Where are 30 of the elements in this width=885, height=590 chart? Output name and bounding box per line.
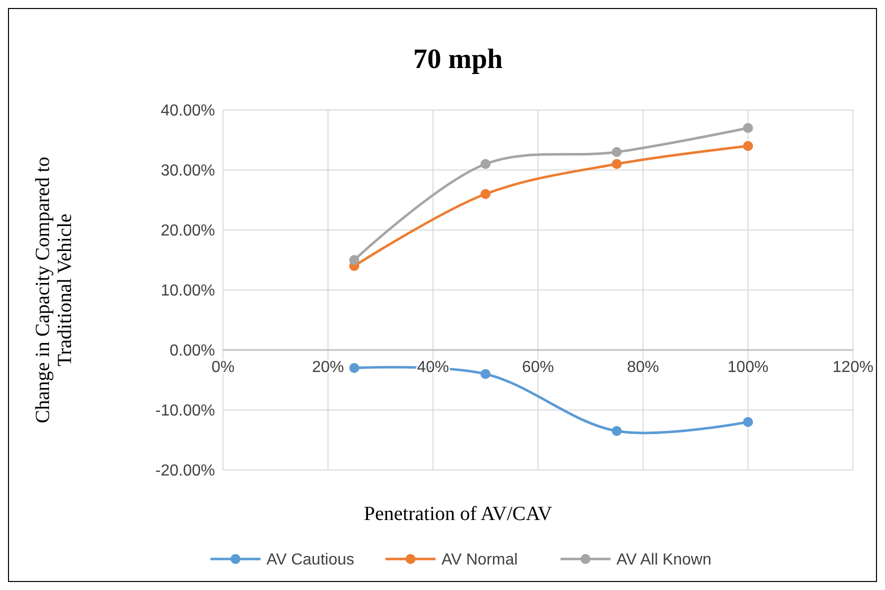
point [743, 141, 753, 151]
legend-label: AV All Known [616, 552, 712, 569]
point [612, 159, 622, 169]
point [480, 159, 490, 169]
point [612, 426, 622, 436]
y-tick-label: 40.00% [160, 102, 215, 120]
y-tick-label: 30.00% [160, 162, 215, 180]
point [612, 147, 622, 157]
y-tick-label: 0.00% [170, 342, 215, 360]
y-tick-label: 20.00% [160, 222, 215, 240]
y-tick-label: 10.00% [160, 282, 215, 300]
legend-label: AV Cautious [266, 552, 354, 569]
point [743, 417, 753, 427]
point [743, 123, 753, 133]
x-tick-label: 0% [211, 359, 235, 376]
x-tick-label: 120% [832, 359, 874, 376]
y-tick-label: -20.00% [155, 462, 215, 480]
x-tick-label: 80% [626, 359, 660, 376]
point [480, 189, 490, 199]
x-axis-title: Penetration of AV/CAV [364, 503, 553, 525]
x-tick-label: 100% [728, 359, 768, 376]
point [480, 369, 490, 379]
x-tick-label: 60% [522, 359, 554, 376]
y-axis-title: Change in Capacity Compared to Traditional Vehicle [32, 156, 76, 424]
chart-title: 70 mph [413, 44, 504, 75]
point [349, 255, 360, 265]
y-tick-label: -10.00% [155, 402, 215, 420]
legend-label: AV Normal [442, 552, 518, 569]
point [349, 363, 360, 373]
x-tick-label: 20% [312, 359, 344, 376]
